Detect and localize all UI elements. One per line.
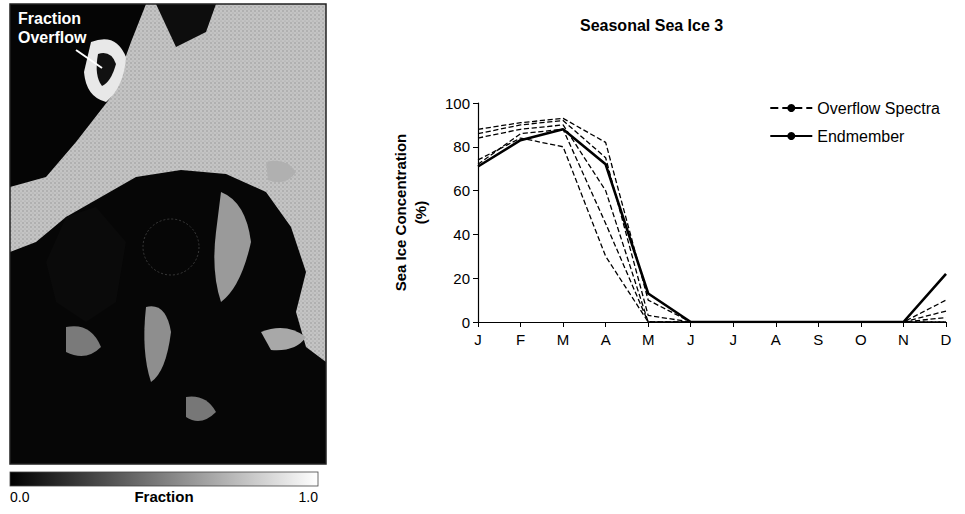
- svg-text:(%): (%): [412, 201, 429, 224]
- svg-text:100: 100: [445, 95, 470, 112]
- svg-text:M: M: [557, 331, 570, 348]
- svg-text:A: A: [771, 331, 781, 348]
- svg-text:A: A: [601, 331, 611, 348]
- svg-text:O: O: [855, 331, 867, 348]
- svg-text:0: 0: [462, 314, 470, 331]
- svg-text:Endmember: Endmember: [817, 128, 905, 145]
- svg-text:J: J: [730, 331, 738, 348]
- svg-text:0.0: 0.0: [10, 489, 30, 505]
- svg-text:80: 80: [453, 138, 470, 155]
- svg-text:F: F: [516, 331, 525, 348]
- svg-text:Overflow Spectra: Overflow Spectra: [817, 100, 940, 117]
- svg-text:Fraction: Fraction: [134, 488, 193, 505]
- svg-text:Sea Ice Concentration: Sea Ice Concentration: [392, 134, 409, 292]
- svg-text:Seasonal Sea Ice 3: Seasonal Sea Ice 3: [580, 17, 723, 34]
- svg-text:60: 60: [453, 182, 470, 199]
- svg-text:J: J: [474, 331, 482, 348]
- svg-text:N: N: [898, 331, 909, 348]
- svg-text:1.0: 1.0: [299, 489, 319, 505]
- svg-text:20: 20: [453, 270, 470, 287]
- svg-text:S: S: [813, 331, 823, 348]
- svg-text:M: M: [642, 331, 655, 348]
- svg-text:D: D: [941, 331, 952, 348]
- svg-text:J: J: [687, 331, 695, 348]
- svg-text:FractionOverflow: FractionOverflow: [18, 10, 87, 46]
- svg-text:40: 40: [453, 226, 470, 243]
